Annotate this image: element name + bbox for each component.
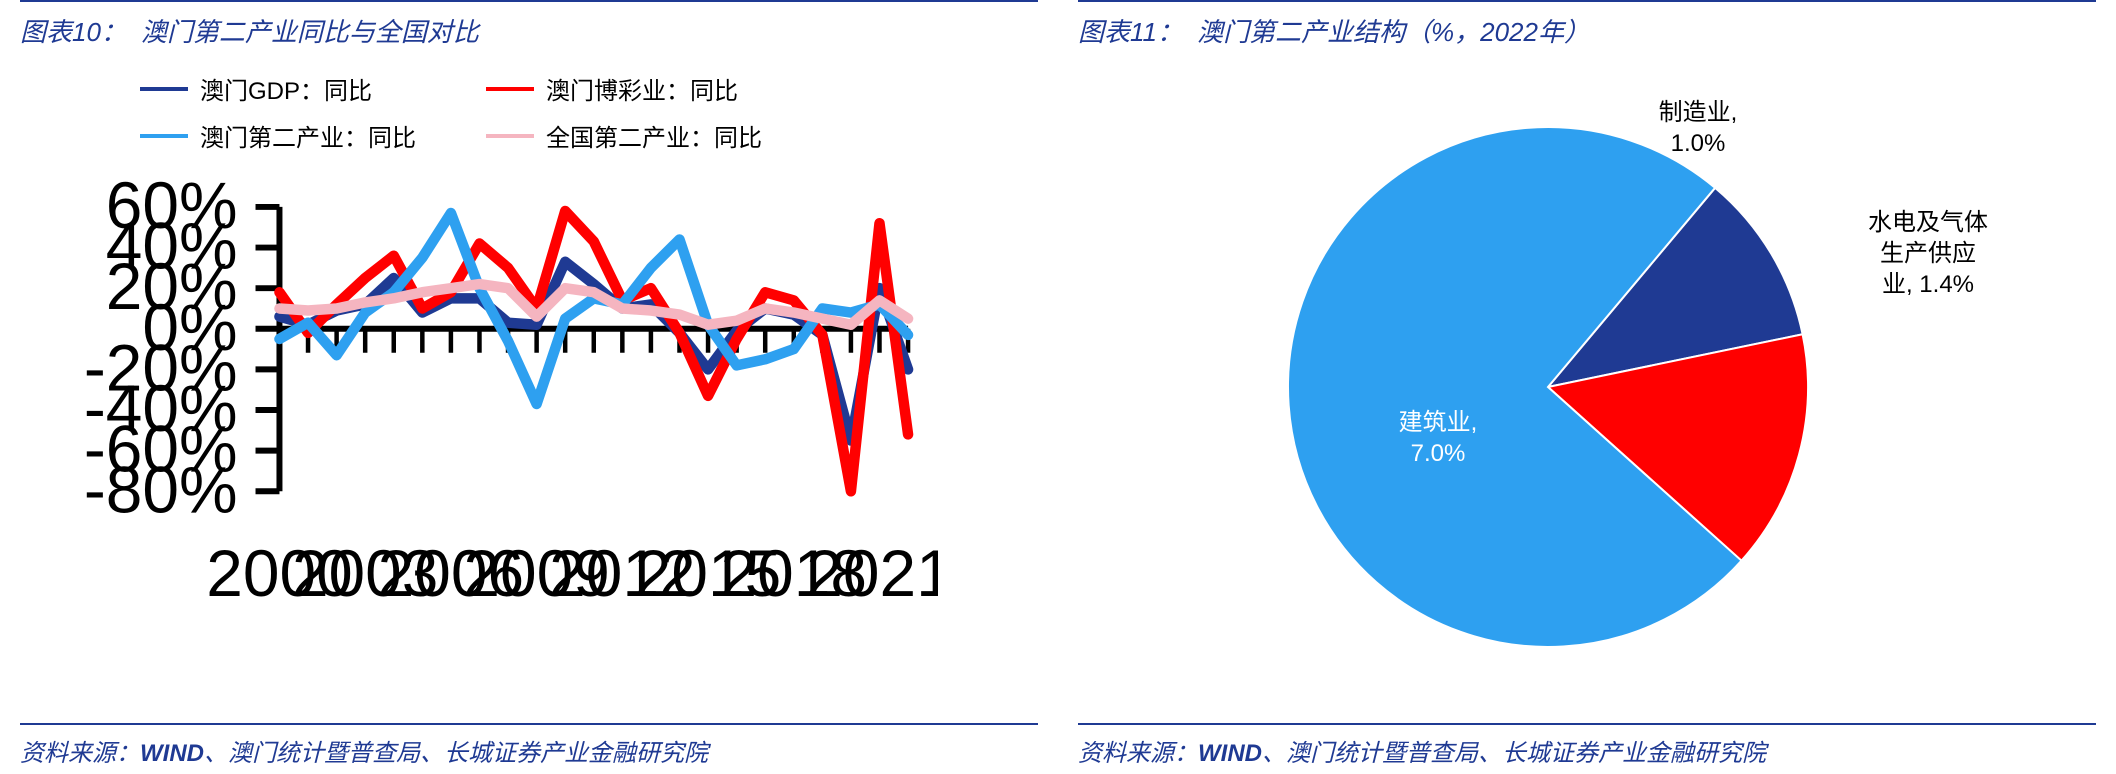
legend-item-gdp: 澳门GDP：同比 — [140, 71, 416, 106]
source-wind: WIND — [1198, 740, 1262, 767]
legend-item-gaming: 澳门博彩业：同比 — [486, 71, 762, 106]
source-rest: 、澳门统计暨普查局、长城证券产业金融研究院 — [1262, 740, 1766, 767]
legend-item-macau-secondary: 澳门第二产业：同比 — [140, 118, 416, 153]
source-wind: WIND — [140, 740, 204, 767]
chart11-source: 资料来源：WIND、澳门统计暨普查局、长城证券产业金融研究院 — [1078, 723, 2096, 774]
chart11-title: 澳门第二产业结构（%，2022年） — [1197, 12, 1590, 49]
legend-swatch — [140, 134, 188, 138]
pie-label-construction: 建筑业,7.0% — [1358, 407, 1518, 469]
source-label: 资料来源： — [20, 740, 140, 767]
left-panel: 图表10： 澳门第二产业同比与全国对比 澳门GDP：同比 澳门博彩业：同比 澳门… — [0, 0, 1058, 774]
source-rest: 、澳门统计暨普查局、长城证券产业金融研究院 — [204, 740, 708, 767]
legend-label: 澳门第二产业：同比 — [200, 118, 416, 153]
pie-chart-svg — [1278, 117, 1818, 657]
legend-swatch — [486, 134, 534, 138]
right-panel: 图表11： 澳门第二产业结构（%，2022年） 制造业,1.0% 水电及气体生产… — [1058, 0, 2116, 774]
legend-label: 全国第二产业：同比 — [546, 118, 762, 153]
legend-swatch — [140, 87, 188, 91]
svg-text:2021: 2021 — [806, 536, 938, 610]
chart10-area: 澳门GDP：同比 澳门博彩业：同比 澳门第二产业：同比 全国第二产业：同比 -8… — [20, 57, 1038, 723]
legend-swatch — [486, 87, 534, 91]
legend-item-national-secondary: 全国第二产业：同比 — [486, 118, 762, 153]
chart10-source: 资料来源：WIND、澳门统计暨普查局、长城证券产业金融研究院 — [20, 723, 1038, 774]
chart10-title-prefix: 图表10： — [20, 12, 127, 49]
line-chart-svg: -80%-60%-40%-20%0%20%40%60%2000200320062… — [40, 177, 938, 626]
chart10-title: 澳门第二产业同比与全国对比 — [141, 12, 479, 49]
chart11-area: 制造业,1.0% 水电及气体生产供应业, 1.4% 建筑业,7.0% — [1078, 57, 2096, 723]
legend-label: 澳门博彩业：同比 — [546, 71, 738, 106]
chart10-title-bar: 图表10： 澳门第二产业同比与全国对比 — [20, 0, 1038, 57]
pie-label-manufacturing: 制造业,1.0% — [1618, 97, 1778, 159]
svg-text:60%: 60% — [106, 177, 238, 242]
pie-label-utilities: 水电及气体生产供应业, 1.4% — [1838, 207, 2018, 301]
chart10-legend: 澳门GDP：同比 澳门博彩业：同比 澳门第二产业：同比 全国第二产业：同比 — [140, 71, 762, 153]
chart11-title-prefix: 图表11： — [1078, 12, 1183, 49]
source-label: 资料来源： — [1078, 740, 1198, 767]
pie-wrap — [1278, 117, 1818, 657]
chart11-title-bar: 图表11： 澳门第二产业结构（%，2022年） — [1078, 0, 2096, 57]
legend-label: 澳门GDP：同比 — [200, 71, 372, 106]
